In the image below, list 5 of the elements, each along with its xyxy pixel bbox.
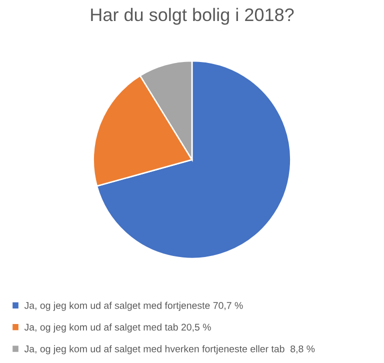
legend-label: Ja, og jeg kom ud af salget med hverken fortjeneste eller tab 8,8 %	[24, 345, 315, 354]
pie-slice	[96, 60, 292, 260]
legend-label: Ja, og jeg kom ud af salget med tab 20,5 %	[24, 323, 211, 333]
chart-title: Har du solgt bolig i 2018?	[91, 8, 294, 25]
legend-label: Ja, og jeg kom ud af salget med fortjeneste 70,7 %	[24, 302, 243, 311]
